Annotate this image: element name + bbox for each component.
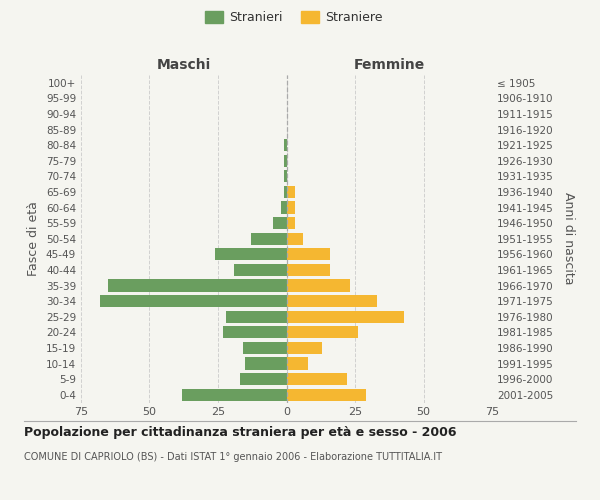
- Bar: [245, 358, 287, 370]
- Bar: [287, 388, 366, 401]
- Bar: [287, 280, 350, 291]
- Bar: [287, 295, 377, 307]
- Bar: [240, 373, 287, 385]
- Y-axis label: Anni di nascita: Anni di nascita: [562, 192, 575, 285]
- Bar: [287, 358, 308, 370]
- Text: Popolazione per cittadinanza straniera per età e sesso - 2006: Popolazione per cittadinanza straniera p…: [24, 426, 457, 439]
- Bar: [281, 202, 287, 213]
- Bar: [109, 280, 287, 291]
- Bar: [215, 248, 287, 260]
- Y-axis label: Fasce di età: Fasce di età: [28, 202, 40, 276]
- Bar: [182, 388, 287, 401]
- Bar: [284, 170, 287, 182]
- Bar: [287, 326, 358, 338]
- Text: Femmine: Femmine: [353, 58, 425, 72]
- Bar: [284, 186, 287, 198]
- Bar: [273, 217, 287, 229]
- Bar: [287, 264, 331, 276]
- Bar: [284, 139, 287, 151]
- Bar: [287, 232, 303, 245]
- Bar: [284, 154, 287, 167]
- Bar: [235, 264, 287, 276]
- Bar: [287, 248, 331, 260]
- Bar: [251, 232, 287, 245]
- Bar: [223, 326, 287, 338]
- Bar: [287, 310, 404, 323]
- Bar: [242, 342, 287, 354]
- Text: COMUNE DI CAPRIOLO (BS) - Dati ISTAT 1° gennaio 2006 - Elaborazione TUTTITALIA.I: COMUNE DI CAPRIOLO (BS) - Dati ISTAT 1° …: [24, 452, 442, 462]
- Text: Maschi: Maschi: [157, 58, 211, 72]
- Bar: [287, 202, 295, 213]
- Legend: Stranieri, Straniere: Stranieri, Straniere: [200, 6, 388, 29]
- Bar: [226, 310, 287, 323]
- Bar: [287, 217, 295, 229]
- Bar: [287, 186, 295, 198]
- Bar: [287, 342, 322, 354]
- Bar: [100, 295, 287, 307]
- Bar: [287, 373, 347, 385]
